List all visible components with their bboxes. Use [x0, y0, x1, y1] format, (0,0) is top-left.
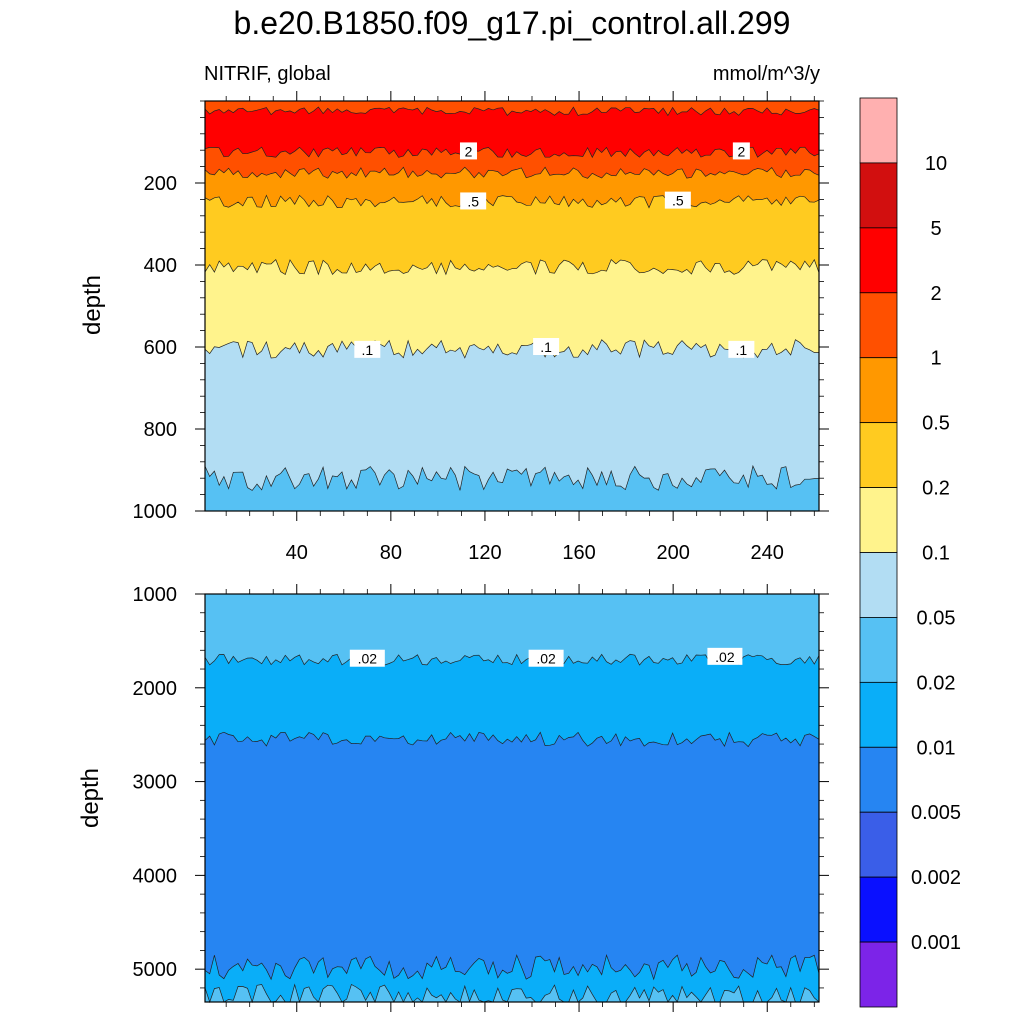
- top-ylabel: depth: [79, 275, 106, 335]
- top-contour-line-2: [204, 166, 820, 179]
- colorbar-label-8: 0.02: [917, 672, 956, 694]
- top-band-0: [205, 101, 819, 116]
- top-panel: 2 2 .5 .5 .1 .1 .1 200 400 600 800 1000 40 80 120 160 20…: [133, 91, 829, 564]
- colorbar-label-12: 0.001: [911, 932, 961, 954]
- colorbar-swatch-6: [859, 487, 898, 553]
- bottom-ytick-label-4: 5000: [133, 959, 178, 981]
- bottom-panel: .02 .02 .02 1000 2000 3000 4000 5000: [133, 584, 829, 1012]
- top-xtick-label-1: 80: [380, 542, 402, 564]
- colorbar-swatch-0: [859, 97, 898, 164]
- top-contour-label-box-5: [533, 338, 560, 355]
- colorbar-label-1: 5: [930, 218, 941, 240]
- top-contour-label-box-6: [728, 340, 755, 358]
- colorbar-swatch-13: [859, 941, 898, 1008]
- colorbar-label-6: 0.1: [922, 543, 950, 565]
- top-contour-line-1: [204, 146, 820, 159]
- chart-title: b.e20.B1850.f09_g17.pi_control.all.299: [234, 5, 791, 41]
- top-contour-label-1: 2: [737, 143, 745, 159]
- bottom-contour-label-1: .02: [536, 651, 556, 667]
- top-contour-label-2: .5: [467, 193, 479, 209]
- bottom-band-0: [205, 594, 819, 666]
- top-xtick-label-4: 200: [656, 542, 689, 564]
- colorbar-swatch-10: [859, 746, 898, 813]
- top-contour-line-5: [204, 339, 820, 359]
- bottom-contour-label-0: .02: [358, 651, 378, 667]
- colorbar-swatch-8: [859, 617, 898, 683]
- top-frame: [204, 100, 820, 512]
- bottom-contour-label-box-0: [349, 649, 385, 667]
- top-contour-label-box-1: [732, 142, 750, 160]
- top-ytick-label-0: 200: [144, 173, 177, 195]
- right-subtitle: mmol/m^3/y: [713, 63, 820, 85]
- bottom-contour-label-box-2: [707, 647, 743, 665]
- colorbar-swatch-9: [859, 681, 898, 748]
- colorbar-label-7: 0.05: [917, 607, 956, 629]
- top-contour-label-box-2: [460, 192, 487, 210]
- top-contour-label-box-4: [354, 340, 381, 358]
- top-xtick-label-0: 40: [286, 542, 308, 564]
- colorbar-swatch-1: [859, 162, 898, 229]
- top-contour-label-0: 2: [465, 143, 473, 159]
- left-subtitle: NITRIF, global: [204, 63, 331, 85]
- colorbar-swatch-3: [859, 292, 898, 359]
- colorbar-swatch-7: [859, 552, 898, 618]
- bottom-contour-label-2: .02: [715, 649, 735, 665]
- colorbar-label-0: 10: [925, 153, 947, 175]
- top-contour-line-6: [204, 464, 820, 491]
- top-band-1: [205, 101, 819, 158]
- bottom-ytick-label-2: 3000: [133, 772, 178, 794]
- colorbar-swatch-11: [859, 811, 898, 878]
- colorbar-label-10: 0.005: [911, 802, 961, 824]
- top-ytick-label-1: 400: [144, 255, 177, 277]
- colorbar-swatch-4: [859, 357, 898, 424]
- top-contour-label-4: .1: [361, 342, 373, 358]
- top-ytick-label-4: 1000: [133, 501, 178, 523]
- colorbar-label-11: 0.002: [911, 867, 961, 889]
- bottom-ytick-label-1: 2000: [133, 678, 178, 700]
- top-contour-label-3: .5: [672, 193, 684, 209]
- bottom-contour-line-1: [204, 731, 820, 748]
- top-contour-line-0: [204, 106, 820, 117]
- bottom-frame: [204, 593, 820, 1003]
- bottom-ytick-label-0: 1000: [133, 584, 178, 606]
- top-ytick-label-2: 600: [144, 337, 177, 359]
- top-ytick-label-3: 800: [144, 419, 177, 441]
- top-contour-label-5: .1: [540, 339, 552, 355]
- top-contour-line-3: [204, 194, 820, 209]
- colorbar-label-2: 2: [930, 283, 941, 305]
- top-contour-label-box-0: [459, 142, 477, 160]
- top-xtick-label-5: 240: [751, 542, 784, 564]
- colorbar-label-4: 0.5: [922, 413, 950, 435]
- top-xtick-label-2: 120: [468, 542, 501, 564]
- bottom-ylabel: depth: [77, 768, 104, 828]
- top-xtick-label-3: 160: [562, 542, 595, 564]
- colorbar-swatch-5: [859, 422, 898, 488]
- colorbar-swatch-2: [859, 227, 898, 294]
- colorbar-swatch-12: [859, 876, 898, 943]
- bottom-contour-label-box-1: [528, 649, 564, 667]
- top-contour-label-6: .1: [736, 342, 748, 358]
- colorbar: 10 5 2 1 0.5 0.2 0.1 0.05 0.02 0.01 0.005 0.002 0.00…: [859, 97, 961, 1008]
- bottom-ytick-label-3: 4000: [133, 865, 178, 887]
- colorbar-label-9: 0.01: [917, 737, 956, 759]
- top-contour-label-box-3: [664, 191, 691, 209]
- colorbar-label-3: 1: [930, 348, 941, 370]
- bottom-contour-line-2: [204, 954, 820, 981]
- colorbar-label-5: 0.2: [922, 478, 950, 500]
- top-contour-line-4: [204, 258, 820, 276]
